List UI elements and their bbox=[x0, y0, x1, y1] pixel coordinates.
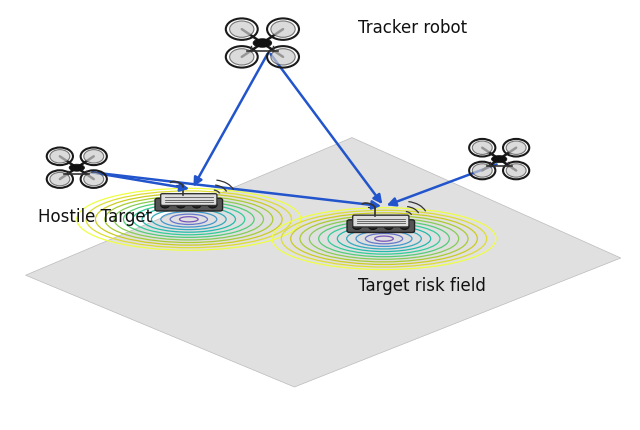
Ellipse shape bbox=[506, 141, 526, 154]
Ellipse shape bbox=[208, 201, 217, 208]
Ellipse shape bbox=[69, 164, 84, 171]
Text: Hostile Target: Hostile Target bbox=[38, 208, 152, 226]
Ellipse shape bbox=[84, 172, 104, 186]
Ellipse shape bbox=[50, 150, 70, 163]
Ellipse shape bbox=[384, 223, 393, 230]
Ellipse shape bbox=[50, 172, 70, 186]
Ellipse shape bbox=[161, 201, 170, 208]
FancyBboxPatch shape bbox=[353, 215, 409, 227]
Ellipse shape bbox=[177, 201, 186, 208]
Ellipse shape bbox=[271, 49, 295, 65]
FancyBboxPatch shape bbox=[161, 194, 217, 206]
Ellipse shape bbox=[253, 39, 272, 47]
Polygon shape bbox=[26, 138, 621, 387]
Ellipse shape bbox=[192, 201, 201, 208]
Ellipse shape bbox=[472, 164, 492, 177]
Ellipse shape bbox=[230, 21, 254, 37]
Ellipse shape bbox=[271, 21, 295, 37]
Ellipse shape bbox=[492, 156, 507, 163]
FancyBboxPatch shape bbox=[155, 198, 223, 211]
Ellipse shape bbox=[353, 223, 362, 230]
FancyBboxPatch shape bbox=[347, 220, 415, 233]
Ellipse shape bbox=[506, 164, 526, 177]
Ellipse shape bbox=[472, 141, 492, 154]
Text: Target risk field: Target risk field bbox=[358, 277, 486, 295]
Ellipse shape bbox=[230, 49, 254, 65]
Text: Tracker robot: Tracker robot bbox=[358, 19, 468, 37]
Ellipse shape bbox=[400, 223, 409, 230]
Ellipse shape bbox=[84, 150, 104, 163]
Ellipse shape bbox=[369, 223, 378, 230]
